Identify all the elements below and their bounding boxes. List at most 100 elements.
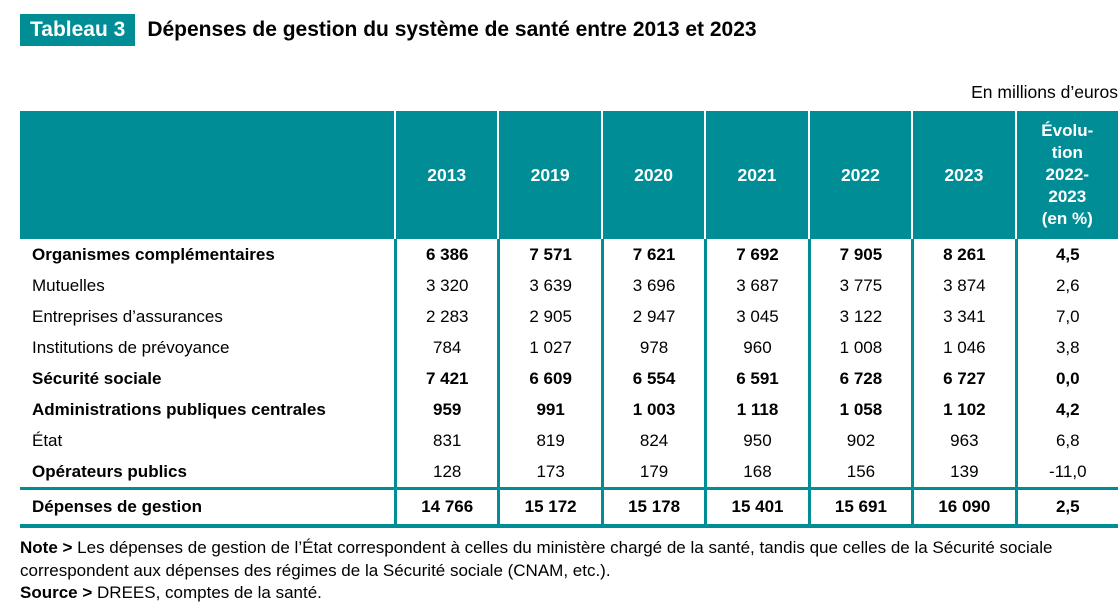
cell: 3 639 — [497, 270, 600, 302]
cell: 0,0 — [1014, 363, 1118, 395]
header-cell-2020: 2020 — [600, 111, 704, 240]
row-label: Administrations publiques centrales — [32, 400, 326, 420]
cell: 3 775 — [807, 270, 911, 302]
cell: -11,0 — [1014, 456, 1118, 488]
cell: 3 122 — [807, 301, 911, 333]
header-cell-2019: 2019 — [497, 111, 600, 240]
table-row: Opérateurs publics 128 173 179 168 156 1… — [20, 456, 1118, 488]
cell: 7 571 — [497, 239, 600, 271]
cell: 960 — [704, 332, 807, 364]
cell: 1 027 — [497, 332, 600, 364]
total-row: Dépenses de gestion 14 766 15 172 15 178… — [20, 487, 1118, 529]
cell: 824 — [600, 425, 704, 457]
total-cell: 16 090 — [911, 490, 1014, 525]
cell: 6,8 — [1014, 425, 1118, 457]
cell: 1 118 — [704, 394, 807, 426]
cell: 4,5 — [1014, 239, 1118, 271]
cell: 1 058 — [807, 394, 911, 426]
cell: 156 — [807, 456, 911, 488]
total-cell: 15 172 — [497, 490, 600, 525]
row-label: Sécurité sociale — [32, 369, 162, 389]
header-cell-2023: 2023 — [911, 111, 1014, 240]
cell: 7 692 — [704, 239, 807, 271]
cell: 784 — [394, 332, 497, 364]
header-cell-evolution: Évolu- tion 2022- 2023 (en %) — [1014, 111, 1118, 240]
cell: 6 386 — [394, 239, 497, 271]
cell: 139 — [911, 456, 1014, 488]
total-label: Dépenses de gestion — [32, 497, 203, 517]
cell: 3 320 — [394, 270, 497, 302]
note-label: Note > — [20, 538, 73, 558]
table-row: État 831 819 824 950 902 963 6,8 — [20, 425, 1118, 457]
cell: 831 — [394, 425, 497, 457]
row-label: État — [32, 431, 63, 451]
total-cell: 2,5 — [1014, 490, 1118, 525]
cell: 991 — [497, 394, 600, 426]
cell: 2,6 — [1014, 270, 1118, 302]
note-text: Note > Les dépenses de gestion de l’État… — [20, 538, 1053, 580]
cell: 1 102 — [911, 394, 1014, 426]
table-row: Entreprises d’assurances 2 283 2 905 2 9… — [20, 301, 1118, 333]
corner-cell — [20, 111, 394, 239]
footnotes: Note > Les dépenses de gestion de l’État… — [20, 537, 1105, 605]
cell: 1 008 — [807, 332, 911, 364]
cell: 179 — [600, 456, 704, 488]
cell: 959 — [394, 394, 497, 426]
cell: 6 727 — [911, 363, 1014, 395]
cell: 7 421 — [394, 363, 497, 395]
cell: 128 — [394, 456, 497, 488]
cell: 3,8 — [1014, 332, 1118, 364]
cell: 4,2 — [1014, 394, 1118, 426]
cell: 978 — [600, 332, 704, 364]
cell: 1 046 — [911, 332, 1014, 364]
source-text: Source > DREES, comptes de la santé. — [20, 583, 322, 603]
table-row: Institutions de prévoyance 784 1 027 978… — [20, 332, 1118, 364]
header-cell-2022: 2022 — [807, 111, 911, 240]
row-label: Mutuelles — [32, 276, 105, 296]
cell: 8 261 — [911, 239, 1014, 271]
row-label: Opérateurs publics — [32, 462, 187, 482]
source-label: Source > — [20, 583, 93, 603]
cell: 3 045 — [704, 301, 807, 333]
cell: 963 — [911, 425, 1014, 457]
total-cell: 15 691 — [807, 490, 911, 525]
header-row: 2013 2019 2020 2021 2022 2023 Évolu- tio… — [20, 111, 1118, 240]
data-table: 2013 2019 2020 2021 2022 2023 Évolu- tio… — [20, 111, 1118, 529]
cell: 6 728 — [807, 363, 911, 395]
cell: 1 003 — [600, 394, 704, 426]
cell: 3 696 — [600, 270, 704, 302]
header-cell-2013: 2013 — [394, 111, 497, 240]
table-row: Organismes complémentaires 6 386 7 571 7… — [20, 239, 1118, 271]
unit-label: En millions d’euros — [971, 82, 1118, 103]
cell: 168 — [704, 456, 807, 488]
cell: 7 905 — [807, 239, 911, 271]
table-number-badge: Tableau 3 — [20, 14, 136, 47]
table-row: Sécurité sociale 7 421 6 609 6 554 6 591… — [20, 363, 1118, 395]
row-label: Entreprises d’assurances — [32, 307, 223, 327]
page-title: Dépenses de gestion du système de santé … — [147, 18, 757, 42]
table-caption: Tableau 3 Dépenses de gestion du système… — [20, 14, 1118, 47]
total-cell: 15 401 — [704, 490, 807, 525]
cell: 173 — [497, 456, 600, 488]
cell: 2 947 — [600, 301, 704, 333]
cell: 6 609 — [497, 363, 600, 395]
cell: 7 621 — [600, 239, 704, 271]
header-cell-2021: 2021 — [704, 111, 807, 240]
cell: 2 283 — [394, 301, 497, 333]
cell: 6 554 — [600, 363, 704, 395]
cell: 3 341 — [911, 301, 1014, 333]
cell: 819 — [497, 425, 600, 457]
total-cell: 14 766 — [394, 490, 497, 525]
cell: 2 905 — [497, 301, 600, 333]
cell: 6 591 — [704, 363, 807, 395]
row-label: Organismes complémentaires — [32, 245, 275, 265]
cell: 7,0 — [1014, 301, 1118, 333]
cell: 950 — [704, 425, 807, 457]
table-row: Administrations publiques centrales 959 … — [20, 394, 1118, 426]
row-label: Institutions de prévoyance — [32, 338, 230, 358]
cell: 902 — [807, 425, 911, 457]
table-row: Mutuelles 3 320 3 639 3 696 3 687 3 775 … — [20, 270, 1118, 302]
total-cell: 15 178 — [600, 490, 704, 525]
cell: 3 687 — [704, 270, 807, 302]
